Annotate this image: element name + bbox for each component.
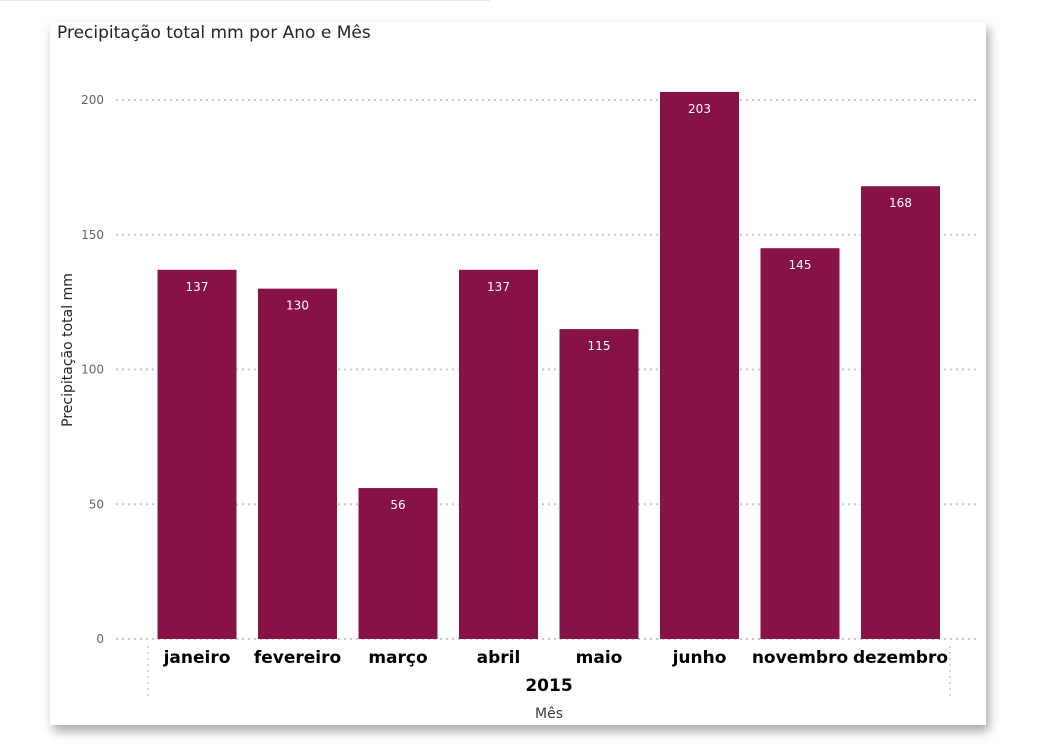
gridlines bbox=[116, 99, 976, 640]
x-tick-label: novembro bbox=[752, 648, 848, 668]
bar[interactable] bbox=[760, 248, 840, 639]
x-tick-label: fevereiro bbox=[254, 648, 341, 668]
x-tick-label: março bbox=[368, 648, 427, 668]
chart-card[interactable]: Precipitação total mm por Ano e Mês 0 50 1… bbox=[50, 22, 986, 725]
data-label: 56 bbox=[390, 498, 405, 512]
bar[interactable] bbox=[861, 186, 940, 640]
chart-title: Precipitação total mm por Ano e Mês bbox=[57, 23, 371, 43]
x-axis-title: Mês bbox=[535, 706, 563, 722]
x-axis-ticks: janeiro fevereiro março abril maio junho novem… bbox=[163, 648, 948, 668]
y-tick-label: 100 bbox=[81, 363, 104, 377]
x-tick-label: abril bbox=[477, 648, 521, 668]
bar[interactable] bbox=[358, 488, 438, 639]
data-label: 168 bbox=[889, 196, 912, 210]
data-label: 137 bbox=[487, 280, 510, 294]
y-tick-label: 0 bbox=[96, 632, 104, 646]
data-label: 115 bbox=[588, 339, 611, 353]
bar[interactable] bbox=[258, 288, 337, 639]
data-label: 203 bbox=[688, 102, 711, 116]
data-label: 145 bbox=[789, 258, 812, 272]
x-tick-label: junho bbox=[672, 648, 727, 668]
bars bbox=[157, 91, 940, 640]
x-tick-label: maio bbox=[576, 648, 623, 668]
y-tick-label: 200 bbox=[81, 93, 104, 107]
y-axis-title: Precipitação total mm bbox=[60, 273, 76, 427]
bar[interactable] bbox=[157, 269, 237, 639]
bar[interactable] bbox=[660, 91, 739, 640]
data-label: 130 bbox=[286, 299, 309, 313]
y-tick-label: 50 bbox=[89, 497, 104, 511]
x-group-year-label: 2015 bbox=[525, 676, 572, 696]
data-label: 137 bbox=[186, 280, 209, 294]
x-tick-label: janeiro bbox=[163, 648, 231, 668]
top-divider bbox=[0, 0, 490, 1]
bar[interactable] bbox=[459, 269, 538, 639]
data-labels: 137 130 56 137 115 203 145 168 bbox=[186, 102, 912, 512]
y-tick-label: 150 bbox=[81, 228, 104, 242]
x-tick-label: dezembro bbox=[853, 648, 948, 668]
bar[interactable] bbox=[559, 329, 639, 639]
y-axis-ticks: 0 50 100 150 200 bbox=[81, 93, 104, 646]
